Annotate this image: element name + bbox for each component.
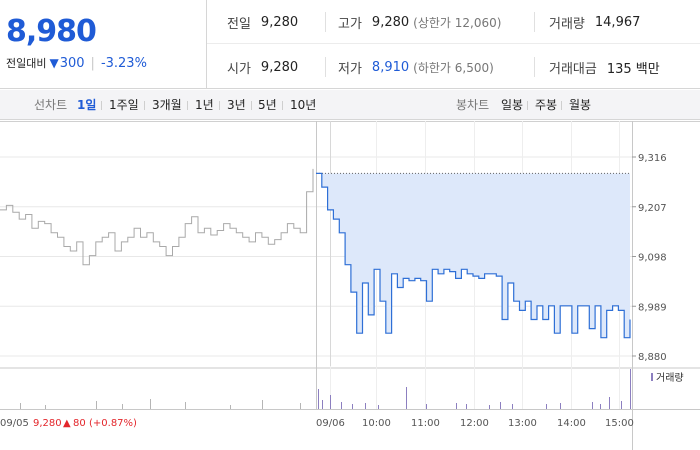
price-chart: 9,316 9,207 9,098 8,989 8,880 거래량 09/05 09/06… <box>0 121 700 450</box>
divider <box>527 101 528 110</box>
divider <box>325 12 326 32</box>
lower-limit: (하한가 6,500) <box>413 60 494 75</box>
high-label: 고가 <box>338 16 362 32</box>
x-tick-label: 15:00 <box>605 418 634 429</box>
change-value: 300 <box>59 55 85 71</box>
line-chart-label: 선차트 <box>34 98 68 112</box>
y-tick-label: 8,880 <box>638 352 667 363</box>
prev-day-percent: (+0.87%) <box>89 418 137 429</box>
stats-row-2: 시가 9,280 저가 8,910 (하한가 6,500) 거래대금 135 백… <box>207 45 700 89</box>
y-tick-label: 9,098 <box>638 253 667 264</box>
candle-daily-button[interactable]: 일봉 <box>501 98 524 112</box>
high-cell: 고가 9,280 (상한가 12,060) <box>338 0 501 44</box>
current-price: 8,980 <box>6 14 97 49</box>
x-tick-label: 14:00 <box>557 418 586 429</box>
period-10y-button[interactable]: 10년 <box>290 98 317 112</box>
y-tick-label: 8,989 <box>638 302 667 313</box>
volume-cell: 거래량 14,967 <box>549 0 640 44</box>
candle-monthly-button[interactable]: 월봉 <box>569 98 592 112</box>
low-label: 저가 <box>338 61 362 77</box>
x-tick-label: 09/05 <box>0 418 29 429</box>
period-3m-button[interactable]: 3개월 <box>152 98 182 112</box>
period-1w-button[interactable]: 1주일 <box>109 98 139 112</box>
prev-close-cell: 전일 9,280 <box>227 0 298 44</box>
trade-value-label: 거래대금 <box>549 61 597 77</box>
volume-value: 14,967 <box>594 14 641 30</box>
open-cell: 시가 9,280 <box>227 45 298 89</box>
prev-day-price: 9,280 <box>33 418 62 429</box>
high-value: 9,280 <box>371 14 410 30</box>
low-value: 8,910 <box>371 59 410 75</box>
change-line: 전일대비 ▼ 300 | -3.23% <box>6 55 147 71</box>
volume-label: 거래량 <box>549 16 585 32</box>
series-line-0905 <box>0 168 314 266</box>
low-cell: 저가 8,910 (하한가 6,500) <box>338 45 494 89</box>
trade-value-value: 135 백만 <box>606 61 660 77</box>
prev-close-label: 전일 <box>227 16 251 32</box>
divider <box>187 101 188 110</box>
prev-day-up-arrow-icon: ▲ <box>63 418 71 429</box>
fill-area <box>316 173 630 338</box>
divider <box>282 101 283 110</box>
x-tick-label: 10:00 <box>362 418 391 429</box>
down-arrow-icon: ▼ <box>49 56 59 70</box>
y-tick-label: 9,316 <box>638 153 667 164</box>
candle-chart-label: 봉차트 <box>456 98 490 112</box>
divider <box>144 101 145 110</box>
y-tick-label: 9,207 <box>638 203 667 214</box>
change-percent: -3.23% <box>100 55 147 71</box>
period-1d-button[interactable]: 1일 <box>77 98 97 112</box>
price-box: 8,980 전일대비 ▼ 300 | -3.23% <box>0 0 207 89</box>
candle-weekly-button[interactable]: 주봉 <box>535 98 558 112</box>
divider <box>534 12 535 32</box>
stats-row-1: 전일 9,280 고가 9,280 (상한가 12,060) 거래량 14,96… <box>207 0 700 44</box>
divider <box>325 57 326 77</box>
trade-value-cell: 거래대금 135 백만 <box>549 45 660 89</box>
upper-limit: (상한가 12,060) <box>413 15 502 30</box>
divider <box>534 57 535 77</box>
open-value: 9,280 <box>260 59 299 75</box>
stock-summary: 8,980 전일대비 ▼ 300 | -3.23% 전일 9,280 고가 9,… <box>0 0 700 89</box>
series-line-0906 <box>316 172 631 339</box>
x-tick-label: 09/06 <box>316 418 345 429</box>
period-5y-button[interactable]: 5년 <box>258 98 277 112</box>
divider <box>251 101 252 110</box>
prev-close-value: 9,280 <box>260 14 299 30</box>
divider <box>219 101 220 110</box>
open-label: 시가 <box>227 61 251 77</box>
volume-legend-swatch <box>651 373 653 381</box>
divider <box>101 101 102 110</box>
chart-toolbar: 선차트 1일 1주일 3개월 1년 3년 5년 10년 봉차트 일봉 주봉 월봉 <box>0 90 700 120</box>
prev-day-change: 80 <box>73 418 86 429</box>
period-3y-button[interactable]: 3년 <box>227 98 246 112</box>
x-tick-label: 11:00 <box>411 418 440 429</box>
x-tick-label: 12:00 <box>460 418 489 429</box>
change-label: 전일대비 <box>6 57 47 70</box>
period-1y-button[interactable]: 1년 <box>195 98 214 112</box>
volume-legend-label: 거래량 <box>656 372 684 384</box>
divider <box>561 101 562 110</box>
change-separator: | <box>90 55 95 71</box>
x-tick-label: 13:00 <box>508 418 537 429</box>
chart-canvas: 9,316 9,207 9,098 8,989 8,880 거래량 09/05 09/06… <box>0 121 700 450</box>
stats-grid: 전일 9,280 고가 9,280 (상한가 12,060) 거래량 14,96… <box>207 0 700 89</box>
